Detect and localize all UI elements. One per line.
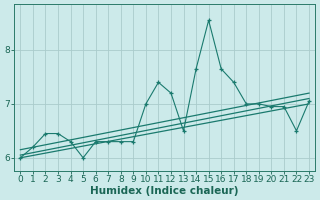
- X-axis label: Humidex (Indice chaleur): Humidex (Indice chaleur): [91, 186, 239, 196]
